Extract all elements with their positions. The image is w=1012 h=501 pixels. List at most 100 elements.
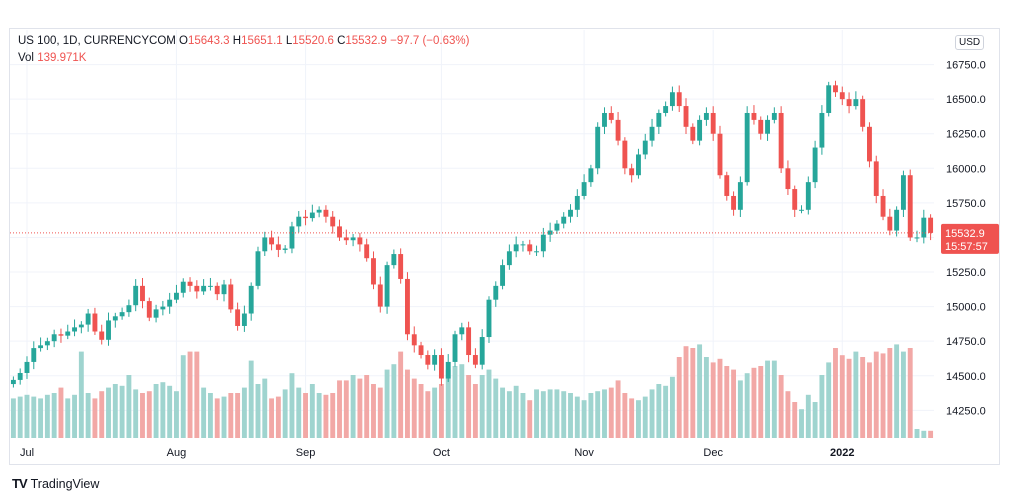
candle-body xyxy=(174,292,179,300)
candle-body xyxy=(343,237,349,241)
candle-body xyxy=(472,355,478,365)
candle-body xyxy=(554,223,560,231)
candle-body xyxy=(445,361,451,379)
candle-body xyxy=(710,112,716,134)
candle-body xyxy=(602,112,607,127)
volume-bar xyxy=(119,385,125,438)
candle-body xyxy=(398,254,404,279)
volume-bar xyxy=(146,391,152,438)
volume-bar xyxy=(928,430,934,438)
volume-bar xyxy=(568,393,573,438)
candle-body xyxy=(588,168,594,183)
candle-body xyxy=(731,195,737,210)
candle-body xyxy=(907,175,913,238)
candle-body xyxy=(697,119,703,141)
candle-body xyxy=(316,209,322,213)
candle-body xyxy=(812,147,818,183)
candle-body xyxy=(78,324,84,328)
candle-body xyxy=(146,301,152,318)
candle-body xyxy=(371,258,376,285)
volume-bar xyxy=(778,375,784,438)
candle-body xyxy=(826,85,832,113)
candle-body xyxy=(744,112,750,183)
volume-bar xyxy=(479,375,485,438)
candle-body xyxy=(642,140,648,155)
volume-bar xyxy=(907,348,913,438)
candle-body xyxy=(867,126,872,162)
candle-body xyxy=(500,265,506,286)
candle-body xyxy=(540,234,546,252)
tradingview-logo[interactable]: ТV TradingView xyxy=(12,476,99,491)
candle-body xyxy=(527,244,533,252)
volume-bar xyxy=(445,369,451,438)
candle-body xyxy=(330,216,336,227)
volume-bar xyxy=(228,393,234,438)
candle-body xyxy=(887,216,893,231)
candle-body xyxy=(235,309,241,326)
volume-bar xyxy=(133,389,139,438)
volume-bar xyxy=(398,351,404,438)
volume-bar xyxy=(65,398,71,438)
volume-bar xyxy=(207,393,213,438)
volume-bar xyxy=(669,376,675,438)
candle-body xyxy=(65,331,71,336)
volume-label[interactable]: Vol xyxy=(18,52,34,64)
volume-bar xyxy=(846,358,852,438)
volume-bar xyxy=(377,387,383,438)
volume-bar xyxy=(873,351,879,438)
candle-body xyxy=(737,182,743,210)
candle-body xyxy=(717,133,723,176)
candle-body xyxy=(140,285,145,302)
low-value: 15520.6 xyxy=(292,35,334,47)
candle-body xyxy=(513,244,519,252)
volume-bar xyxy=(799,409,804,438)
open-label: O xyxy=(179,35,188,47)
candle-body xyxy=(683,106,689,127)
volume-bar xyxy=(697,344,703,438)
volume-bar xyxy=(785,391,791,438)
candle-body xyxy=(106,320,111,340)
candle-body xyxy=(751,112,757,120)
volume-bar xyxy=(663,385,669,438)
volume-bar xyxy=(486,369,492,438)
volume-bar xyxy=(561,391,567,438)
close-label: C xyxy=(337,35,346,47)
y-tick-label: 15250.0 xyxy=(946,267,986,279)
volume-bar xyxy=(833,348,838,438)
candle-body xyxy=(520,244,526,246)
candle-body xyxy=(296,216,302,227)
candle-body xyxy=(432,355,438,365)
volume-bar xyxy=(248,360,254,438)
volume-bar xyxy=(744,373,750,438)
candle-body xyxy=(833,85,838,93)
volume-bar xyxy=(520,393,526,438)
candle-body xyxy=(669,92,675,107)
volume-bar xyxy=(126,375,132,438)
candle-body xyxy=(418,345,424,356)
candle-body xyxy=(167,299,173,307)
volume-bar xyxy=(425,391,431,438)
candle-body xyxy=(92,313,98,332)
symbol-label[interactable]: US 100, 1D, CURRENCYCOM xyxy=(18,35,176,47)
candle-body xyxy=(180,281,186,293)
candle-body xyxy=(452,334,458,362)
y-tick-label: 16500.0 xyxy=(946,94,986,106)
volume-bar xyxy=(703,357,709,438)
currency-badge[interactable]: USD xyxy=(955,35,985,50)
candle-body xyxy=(425,355,431,365)
candle-body xyxy=(819,112,825,148)
candle-body xyxy=(622,140,628,169)
candle-body xyxy=(438,355,444,379)
candle-body xyxy=(676,92,682,107)
volume-bar xyxy=(812,402,818,438)
candle-body xyxy=(337,226,342,238)
volume-bar xyxy=(72,394,77,438)
y-tick-label: 14750.0 xyxy=(946,336,986,348)
volume-bar xyxy=(880,353,886,438)
candle-body xyxy=(574,195,580,210)
y-tick-label: 14250.0 xyxy=(946,405,986,417)
volume-bar xyxy=(269,398,275,438)
last-price-label: 15532.9 xyxy=(945,228,985,240)
volume-bar xyxy=(323,394,329,438)
